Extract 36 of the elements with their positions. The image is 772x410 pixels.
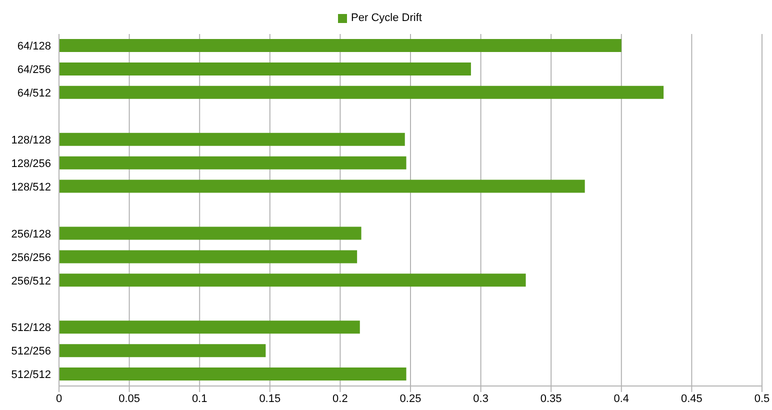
bar (59, 86, 664, 99)
x-tick-label: 0.3 (473, 392, 488, 405)
y-tick-label: 256/256 (11, 252, 51, 264)
bar (59, 226, 362, 240)
y-tick-label: 256/512 (11, 275, 51, 288)
x-tick-label: 0.25 (400, 392, 422, 405)
bar (59, 320, 360, 334)
y-tick-label: 64/128 (17, 40, 51, 53)
bar (59, 180, 585, 193)
bar (59, 368, 406, 381)
bar (59, 156, 406, 170)
y-tick-label: 512/256 (11, 346, 51, 358)
x-tick-label: 0.05 (118, 392, 140, 405)
x-tick-label: 0.5 (754, 392, 770, 405)
bar (59, 62, 471, 76)
y-tick-label: 64/256 (17, 64, 51, 76)
bar (59, 132, 405, 146)
x-tick-label: 0.4 (614, 392, 630, 405)
bar (59, 39, 622, 52)
x-tick-label: 0.1 (192, 392, 208, 405)
y-tick-label: 512/128 (11, 322, 51, 334)
x-tick-label: 0 (56, 392, 62, 405)
y-tick-label: 64/512 (17, 88, 51, 100)
y-tick-label: 128/512 (11, 181, 51, 194)
legend-label: Per Cycle Drift (351, 12, 422, 24)
y-tick-label: 128/256 (11, 158, 51, 170)
bar (59, 274, 526, 287)
bar (59, 250, 358, 264)
y-tick-label: 128/128 (11, 134, 51, 147)
x-tick-label: 0.45 (680, 392, 702, 405)
x-tick-label: 0.15 (259, 392, 281, 405)
y-tick-label: 256/128 (11, 228, 51, 240)
x-tick-label: 0.35 (540, 392, 562, 405)
x-tick-label: 0.2 (332, 392, 348, 405)
y-tick-label: 512/512 (11, 369, 51, 382)
bar (59, 344, 266, 358)
